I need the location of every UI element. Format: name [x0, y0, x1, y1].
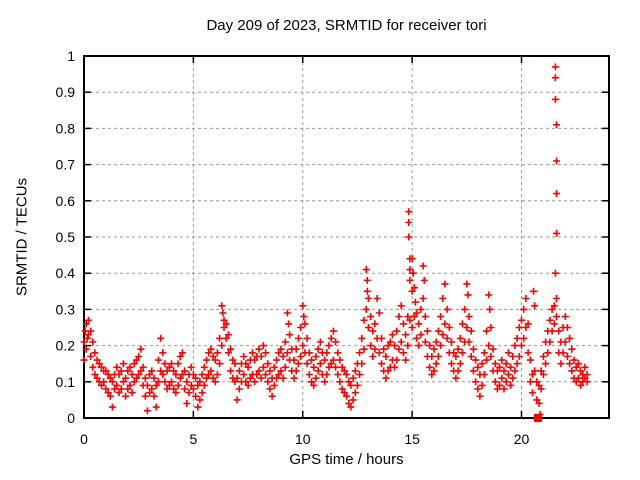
x-tick-label: 10 [295, 431, 311, 447]
y-tick-label: 0.7 [56, 157, 76, 173]
y-tick-label: 0.5 [56, 229, 76, 245]
y-axis-label: SRMTID / TECUs [13, 177, 31, 297]
y-tick-label: 0.3 [56, 301, 76, 317]
chart-title: Day 209 of 2023, SRMTID for receiver tor… [206, 17, 487, 34]
y-tick-label: 1 [67, 48, 75, 64]
y-tick-label: 0.9 [56, 84, 76, 100]
y-tick-label: 0.2 [56, 338, 76, 354]
y-tick-label: 0 [67, 410, 75, 426]
x-axis-label: GPS time / hours [289, 451, 404, 468]
y-tick-label: 0.4 [56, 265, 76, 281]
x-tick-label: 20 [514, 431, 530, 447]
y-tick-label: 0.8 [56, 120, 76, 136]
scatter-points-srmtid [80, 63, 591, 418]
x-tick-label: 15 [404, 431, 420, 447]
y-tick-label: 0.1 [56, 374, 76, 390]
y-tick-label: 0.6 [56, 193, 76, 209]
x-tick-label: 5 [189, 431, 197, 447]
square-marker-flag [533, 414, 542, 422]
x-tick-label: 0 [80, 431, 88, 447]
